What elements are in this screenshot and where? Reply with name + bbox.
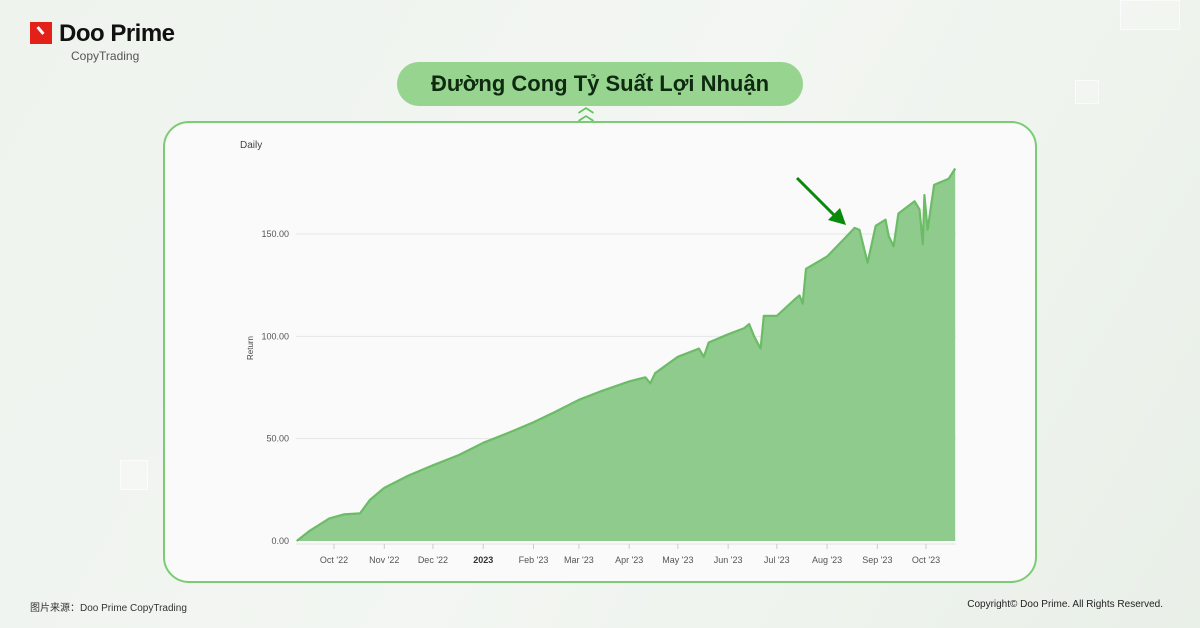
- annotation-arrow: [795, 176, 838, 219]
- series-line: [296, 167, 957, 542]
- bg-decoration: [1120, 0, 1180, 30]
- x-tick-label: Nov '22: [369, 555, 399, 565]
- brand-name: Doo Prime: [59, 20, 175, 47]
- x-tick-label: Aug '23: [812, 555, 842, 565]
- x-tick-label: Oct '23: [912, 555, 940, 565]
- x-tick-label: Feb '23: [519, 555, 549, 565]
- y-tick-label: 50.00: [266, 434, 289, 444]
- y-tick-label: 100.00: [261, 331, 289, 341]
- x-tick-label: Mar '23: [564, 555, 594, 565]
- brand-sub: CopyTrading: [71, 49, 140, 63]
- x-tick-label: Sep '23: [862, 555, 892, 565]
- area-fill: [296, 168, 956, 541]
- y-axis-label: Return: [246, 336, 255, 360]
- page-title: Đường Cong Tỷ Suất Lợi Nhuận: [397, 62, 803, 106]
- chart-title: Daily: [240, 140, 262, 151]
- x-tick-label: Jul '23: [764, 555, 790, 565]
- x-tick-label: Dec '22: [418, 555, 448, 565]
- x-tick-label: May '23: [662, 555, 693, 565]
- x-tick-label: Apr '23: [615, 555, 643, 565]
- bg-decoration: [120, 460, 148, 490]
- y-tick-label: 0.00: [271, 536, 289, 546]
- x-tick-label: Jun '23: [714, 555, 743, 565]
- copyright: Copyright© Doo Prime. All Rights Reserve…: [967, 599, 1163, 610]
- x-tick-label: Oct '22: [320, 555, 348, 565]
- y-tick-label: 150.00: [261, 229, 289, 239]
- arrow-head-icon: [828, 208, 846, 225]
- chevron-up-icon: ︿ ︿: [578, 99, 595, 124]
- bg-decoration: [1075, 80, 1099, 104]
- image-source: 图片来源：Doo Prime CopyTrading: [30, 603, 187, 614]
- doo-prime-logo-icon: [30, 22, 52, 44]
- x-tick-label: 2023: [473, 555, 493, 565]
